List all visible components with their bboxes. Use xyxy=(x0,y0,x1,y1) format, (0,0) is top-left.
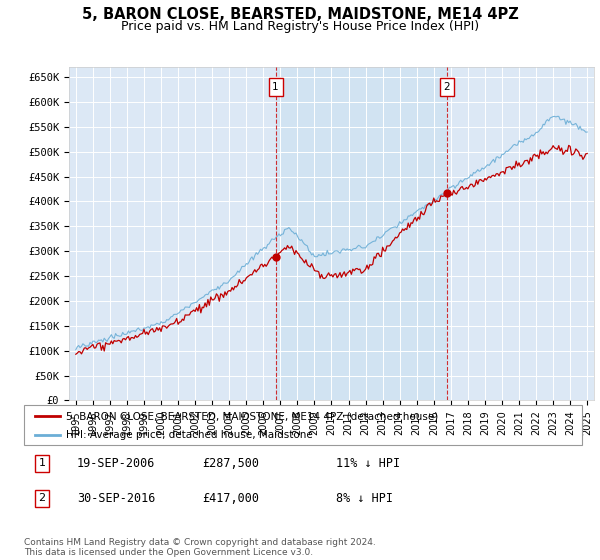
Text: 2: 2 xyxy=(443,82,450,92)
Text: 19-SEP-2006: 19-SEP-2006 xyxy=(77,457,155,470)
Text: 5, BARON CLOSE, BEARSTED, MAIDSTONE, ME14 4PZ (detached house): 5, BARON CLOSE, BEARSTED, MAIDSTONE, ME1… xyxy=(66,411,438,421)
Text: 11% ↓ HPI: 11% ↓ HPI xyxy=(337,457,401,470)
Text: 30-SEP-2016: 30-SEP-2016 xyxy=(77,492,155,505)
Text: HPI: Average price, detached house, Maidstone: HPI: Average price, detached house, Maid… xyxy=(66,430,313,440)
Text: Price paid vs. HM Land Registry's House Price Index (HPI): Price paid vs. HM Land Registry's House … xyxy=(121,20,479,32)
Text: 2: 2 xyxy=(38,493,46,503)
Text: 1: 1 xyxy=(272,82,279,92)
Text: 8% ↓ HPI: 8% ↓ HPI xyxy=(337,492,394,505)
Text: £287,500: £287,500 xyxy=(203,457,260,470)
Text: Contains HM Land Registry data © Crown copyright and database right 2024.
This d: Contains HM Land Registry data © Crown c… xyxy=(24,538,376,557)
Text: £417,000: £417,000 xyxy=(203,492,260,505)
Text: 1: 1 xyxy=(38,459,46,468)
Text: 5, BARON CLOSE, BEARSTED, MAIDSTONE, ME14 4PZ: 5, BARON CLOSE, BEARSTED, MAIDSTONE, ME1… xyxy=(82,7,518,22)
Bar xyxy=(275,67,446,400)
